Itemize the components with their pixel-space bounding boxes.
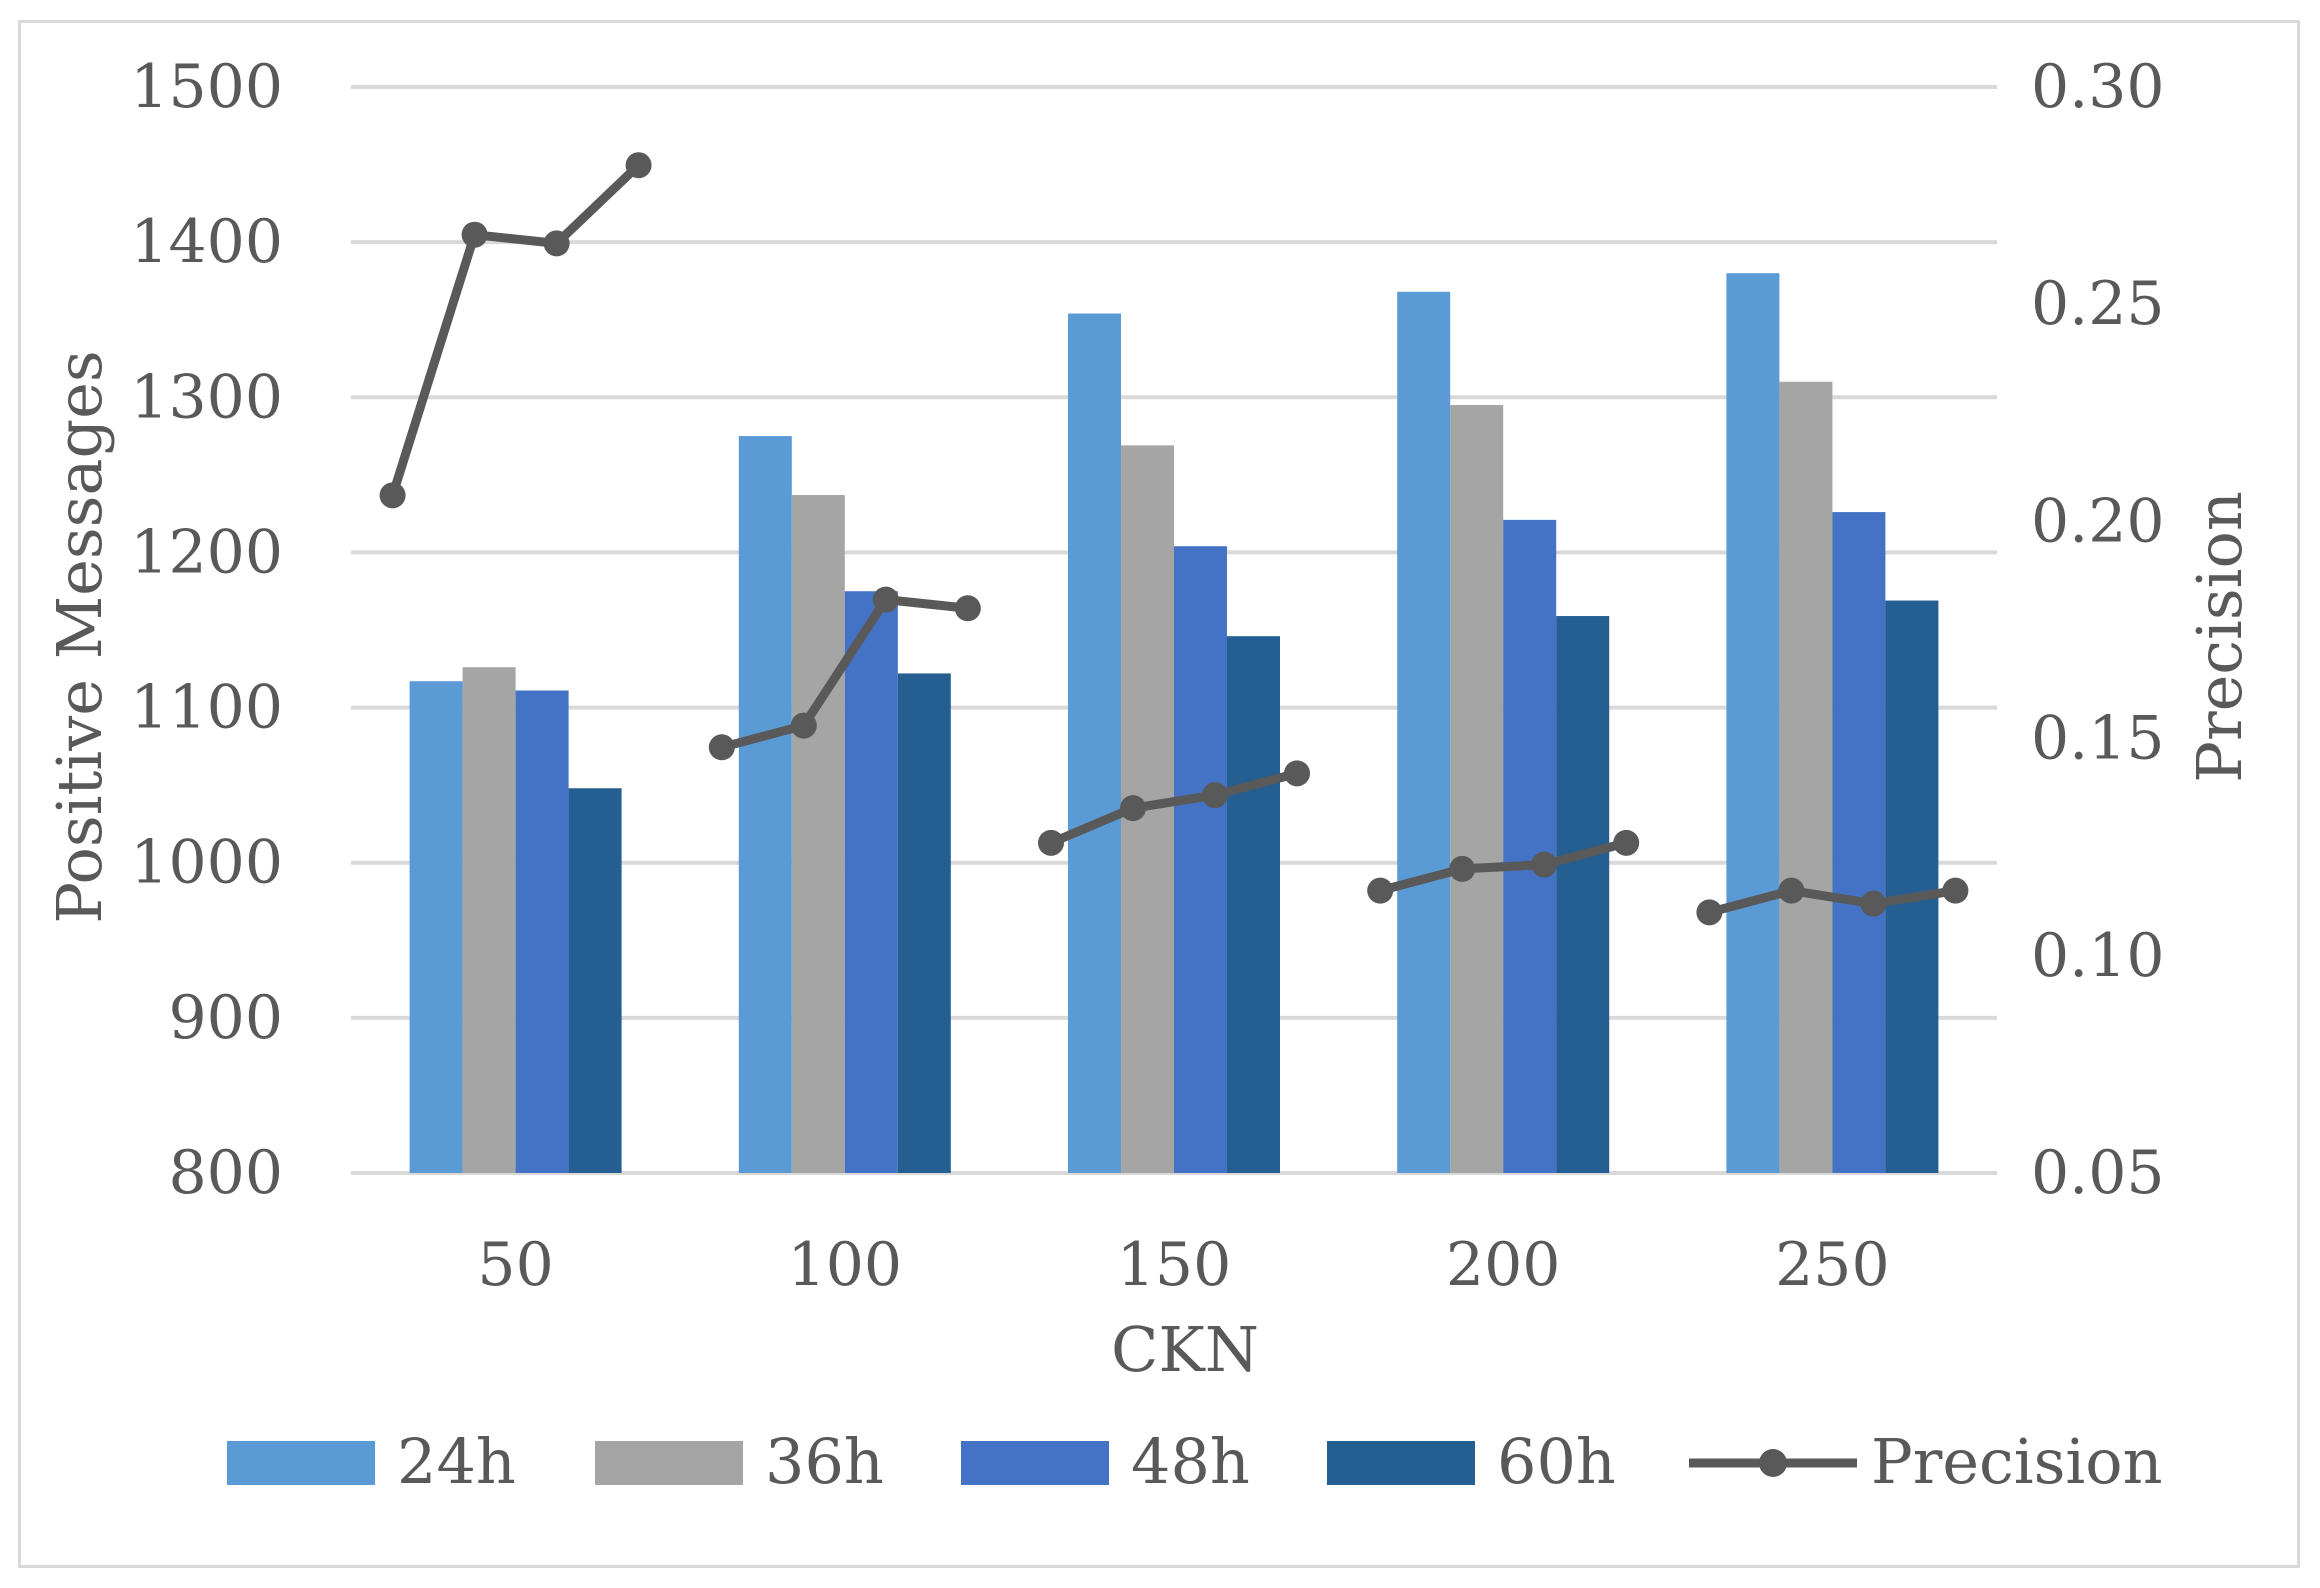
bar-24h-200 [1397, 291, 1451, 1173]
bar-60h-50 [568, 788, 622, 1173]
precision-point [1367, 877, 1394, 904]
x-tick-label: 100 [788, 1230, 903, 1300]
bar-24h-150 [1068, 313, 1121, 1174]
precision-point [790, 712, 817, 739]
bar-24h-250 [1726, 273, 1780, 1173]
y-axis-left: 800 900 1000 1100 1200 1300 1400 1500 [130, 52, 283, 1208]
y-tick-label: 800 [168, 1138, 283, 1208]
precision-point [708, 734, 735, 761]
chart-container: 800 900 1000 1100 1200 1300 1400 1500 0.05 0.10 0… [18, 20, 2300, 1568]
precision-line-segment [1049, 769, 1299, 847]
precision-line-segment [1379, 838, 1628, 895]
precision-line-segment [1708, 886, 1957, 917]
bar-60h-150 [1227, 636, 1280, 1173]
y-tick-label: 1300 [130, 362, 283, 432]
y2-tick-label: 0.10 [2031, 921, 2165, 991]
precision-point [872, 586, 899, 613]
y2-axis-title: Precision [2183, 491, 2256, 783]
precision-line-group [379, 152, 1969, 926]
y-tick-label: 1400 [130, 207, 283, 277]
legend-label: 60h [1497, 1425, 1616, 1498]
legend-swatch-60h [1327, 1441, 1475, 1485]
legend-swatch-24h [227, 1441, 375, 1485]
bar-48h-250 [1832, 512, 1886, 1173]
y-tick-label: 900 [168, 983, 283, 1053]
precision-point [1860, 890, 1887, 917]
bar-48h-200 [1503, 519, 1557, 1173]
legend-label: Precision [1871, 1425, 2163, 1498]
legend-label: 24h [397, 1425, 516, 1498]
bar-24h-50 [409, 681, 463, 1173]
bar-36h-250 [1779, 381, 1833, 1173]
precision-point [1038, 829, 1064, 856]
x-tick-label: 150 [1117, 1230, 1232, 1300]
bar-60h-100 [897, 673, 951, 1173]
y-axis-right: 0.05 0.10 0.15 0.20 0.25 0.30 [2031, 52, 2165, 1208]
y-tick-label: 1200 [130, 517, 283, 587]
x-axis-title: CKN [1111, 1313, 1259, 1386]
precision-point [1120, 795, 1146, 822]
bar-series-group [409, 273, 1939, 1174]
legend-label: 48h [1131, 1425, 1250, 1498]
precision-point [1942, 877, 1969, 904]
legend-swatch-48h [961, 1441, 1109, 1485]
y-tick-label: 1100 [130, 673, 283, 743]
legend-swatch-36h [595, 1441, 743, 1485]
legend-swatch-marker [1759, 1449, 1787, 1477]
x-tick-label: 250 [1775, 1230, 1890, 1300]
precision-point [1284, 760, 1310, 787]
precision-point [461, 221, 488, 248]
precision-point [1449, 855, 1476, 882]
y-axis-title: Positive Messages [43, 350, 116, 923]
y2-tick-label: 0.30 [2031, 52, 2165, 122]
precision-line-segment [720, 595, 969, 752]
bar-36h-200 [1450, 405, 1504, 1173]
precision-point [954, 595, 981, 622]
y2-tick-label: 0.15 [2031, 704, 2165, 774]
y2-tick-label: 0.05 [2031, 1138, 2165, 1208]
bar-60h-200 [1556, 616, 1610, 1173]
precision-point [1202, 782, 1228, 809]
y-tick-label: 1000 [130, 828, 283, 898]
legend: 24h 36h 48h 60h Precision [227, 1425, 2163, 1498]
precision-point [625, 152, 652, 179]
x-axis: 50 100 150 200 250 [477, 1230, 1889, 1300]
y2-tick-label: 0.25 [2031, 269, 2165, 339]
precision-line-segment [388, 161, 642, 497]
precision-point [1613, 829, 1640, 856]
bar-36h-50 [462, 667, 516, 1173]
precision-point [1778, 877, 1805, 904]
precision-point [379, 482, 406, 509]
x-tick-label: 200 [1446, 1230, 1561, 1300]
legend-label: 36h [765, 1425, 884, 1498]
precision-point [543, 230, 570, 257]
bar-36h-100 [791, 495, 845, 1173]
y2-tick-label: 0.20 [2031, 486, 2165, 556]
bar-48h-100 [844, 591, 898, 1173]
bar-48h-150 [1174, 546, 1227, 1173]
precision-point [1696, 899, 1723, 926]
bar-60h-250 [1885, 600, 1939, 1173]
bar-48h-50 [515, 690, 569, 1173]
x-tick-label: 50 [477, 1230, 553, 1300]
y-tick-label: 1500 [130, 52, 283, 122]
precision-point [1531, 851, 1558, 878]
bar-24h-100 [738, 436, 792, 1174]
